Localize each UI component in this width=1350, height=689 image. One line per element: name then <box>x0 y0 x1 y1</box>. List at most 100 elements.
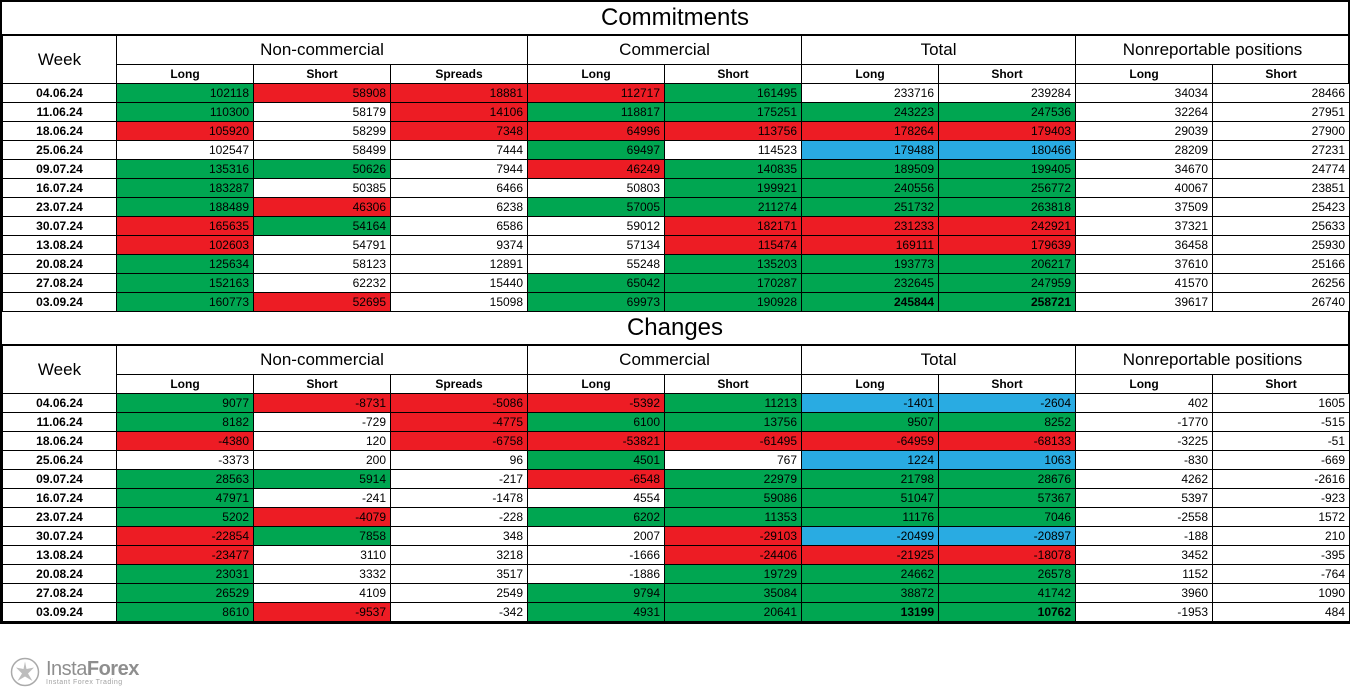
week-header: Week <box>3 36 117 84</box>
data-cell: 169111 <box>802 236 939 255</box>
data-cell: 189509 <box>802 160 939 179</box>
data-cell: 183287 <box>117 179 254 198</box>
noncommercial-header-2: Non-commercial <box>117 346 528 375</box>
data-cell: -4775 <box>391 413 528 432</box>
data-cell: 240556 <box>802 179 939 198</box>
data-cell: 46306 <box>254 198 391 217</box>
data-cell: 160773 <box>117 293 254 312</box>
nonreportable-header-2: Nonreportable positions <box>1076 346 1350 375</box>
data-cell: 233716 <box>802 84 939 103</box>
data-cell: 402 <box>1076 394 1213 413</box>
data-cell: 1152 <box>1076 565 1213 584</box>
data-cell: 179488 <box>802 141 939 160</box>
data-cell: 34034 <box>1076 84 1213 103</box>
data-cell: -515 <box>1213 413 1350 432</box>
data-cell: -21925 <box>802 546 939 565</box>
changes-group-header: Week Non-commercial Commercial Total Non… <box>3 346 1350 375</box>
data-cell: 247959 <box>939 274 1076 293</box>
subcol-3: Long <box>528 65 665 84</box>
data-cell: 26740 <box>1213 293 1350 312</box>
data-cell: -188 <box>1076 527 1213 546</box>
table-row: 16.07.2447971-241-1478455459086510475736… <box>3 489 1350 508</box>
data-cell: 39617 <box>1076 293 1213 312</box>
data-cell: 6238 <box>391 198 528 217</box>
data-cell: -1666 <box>528 546 665 565</box>
data-cell: 32264 <box>1076 103 1213 122</box>
subcol-1: Short <box>254 375 391 394</box>
data-cell: 114523 <box>665 141 802 160</box>
data-cell: 50385 <box>254 179 391 198</box>
table-row: 23.07.2418848946306623857005211274251732… <box>3 198 1350 217</box>
data-cell: 59086 <box>665 489 802 508</box>
week-cell: 04.06.24 <box>3 84 117 103</box>
commitments-group-header: Week Non-commercial Commercial Total Non… <box>3 36 1350 65</box>
data-cell: 5202 <box>117 508 254 527</box>
data-cell: 25633 <box>1213 217 1350 236</box>
data-cell: 54164 <box>254 217 391 236</box>
data-cell: 15440 <box>391 274 528 293</box>
brand-tagline: Instant Forex Trading <box>46 679 139 686</box>
data-cell: 4109 <box>254 584 391 603</box>
data-cell: 19729 <box>665 565 802 584</box>
data-cell: -5086 <box>391 394 528 413</box>
data-cell: 179403 <box>939 122 1076 141</box>
data-cell: -1886 <box>528 565 665 584</box>
data-cell: 199405 <box>939 160 1076 179</box>
data-cell: 1572 <box>1213 508 1350 527</box>
data-cell: 3452 <box>1076 546 1213 565</box>
subcol-4: Short <box>665 375 802 394</box>
data-cell: 69497 <box>528 141 665 160</box>
total-header: Total <box>802 36 1076 65</box>
data-cell: 55248 <box>528 255 665 274</box>
data-cell: 50803 <box>528 179 665 198</box>
subcol-8: Short <box>1213 65 1350 84</box>
table-row: 03.09.248610-9537-3424931206411319910762… <box>3 603 1350 622</box>
week-cell: 11.06.24 <box>3 413 117 432</box>
week-cell: 23.07.24 <box>3 198 117 217</box>
table-row: 20.08.2412563458123128915524813520319377… <box>3 255 1350 274</box>
data-cell: 59012 <box>528 217 665 236</box>
data-cell: 1224 <box>802 451 939 470</box>
data-cell: 37610 <box>1076 255 1213 274</box>
data-cell: 4501 <box>528 451 665 470</box>
data-cell: 1605 <box>1213 394 1350 413</box>
data-cell: 23851 <box>1213 179 1350 198</box>
noncommercial-header: Non-commercial <box>117 36 528 65</box>
table-row: 23.07.245202-4079-228620211353111767046-… <box>3 508 1350 527</box>
report-container: Commitments Week Non-commercial Commerci… <box>0 0 1350 624</box>
subcol-5: Long <box>802 65 939 84</box>
data-cell: 58908 <box>254 84 391 103</box>
data-cell: 37509 <box>1076 198 1213 217</box>
subcol-4: Short <box>665 65 802 84</box>
data-cell: 247536 <box>939 103 1076 122</box>
commercial-header-2: Commercial <box>528 346 802 375</box>
data-cell: -3225 <box>1076 432 1213 451</box>
data-cell: 11353 <box>665 508 802 527</box>
data-cell: 96 <box>391 451 528 470</box>
data-cell: 5914 <box>254 470 391 489</box>
nonreportable-header: Nonreportable positions <box>1076 36 1350 65</box>
data-cell: 180466 <box>939 141 1076 160</box>
data-cell: 58499 <box>254 141 391 160</box>
data-cell: -61495 <box>665 432 802 451</box>
data-cell: 22979 <box>665 470 802 489</box>
data-cell: 3110 <box>254 546 391 565</box>
table-row: 30.07.2416563554164658659012182171231233… <box>3 217 1350 236</box>
table-row: 04.06.249077-8731-5086-539211213-1401-26… <box>3 394 1350 413</box>
data-cell: 28563 <box>117 470 254 489</box>
data-cell: 6586 <box>391 217 528 236</box>
week-cell: 20.08.24 <box>3 255 117 274</box>
data-cell: 152163 <box>117 274 254 293</box>
data-cell: 40067 <box>1076 179 1213 198</box>
data-cell: 7444 <box>391 141 528 160</box>
subcol-7: Long <box>1076 375 1213 394</box>
week-cell: 20.08.24 <box>3 565 117 584</box>
data-cell: 20641 <box>665 603 802 622</box>
data-cell: 24662 <box>802 565 939 584</box>
week-cell: 03.09.24 <box>3 603 117 622</box>
week-cell: 30.07.24 <box>3 527 117 546</box>
data-cell: -241 <box>254 489 391 508</box>
data-cell: -9537 <box>254 603 391 622</box>
week-cell: 13.08.24 <box>3 546 117 565</box>
data-cell: 28209 <box>1076 141 1213 160</box>
